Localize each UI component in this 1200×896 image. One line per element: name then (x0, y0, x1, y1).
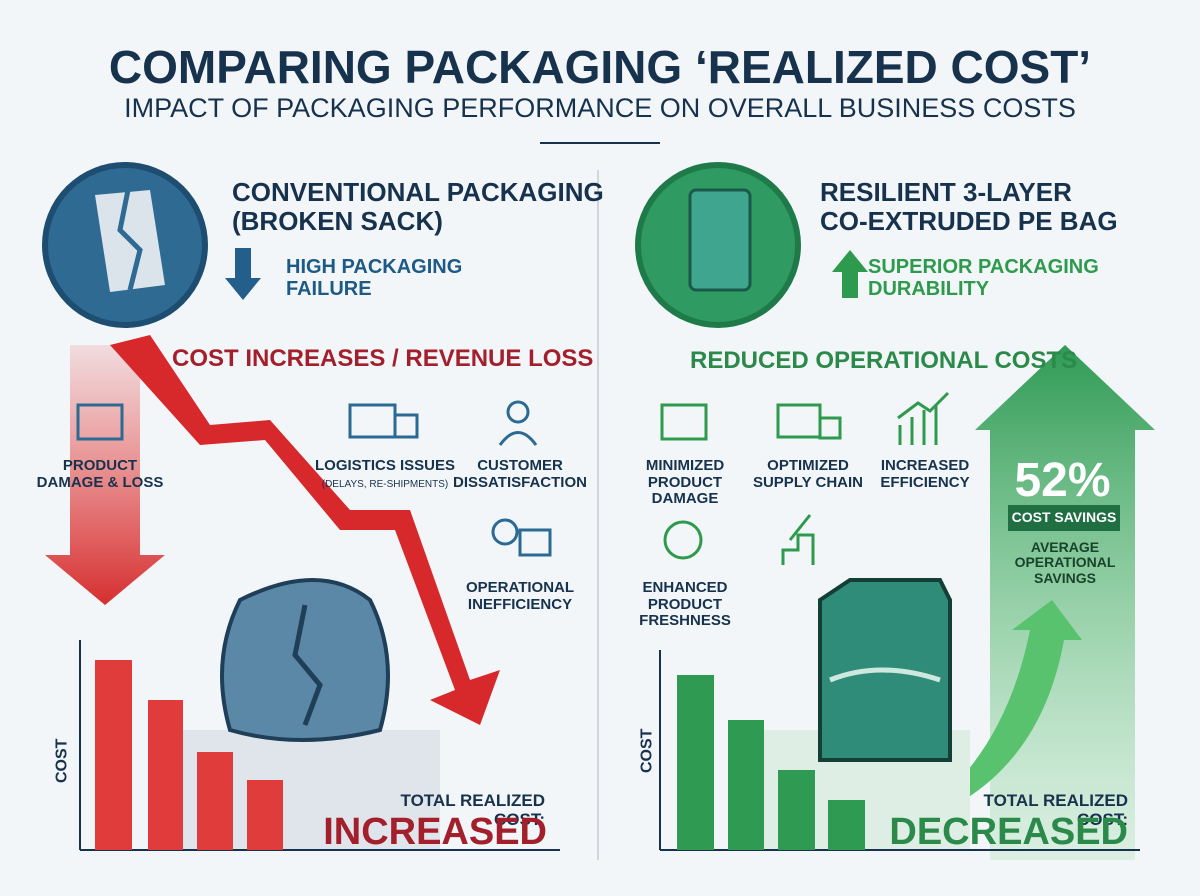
indicator: HIGH PACKAGING FAILURE (286, 256, 462, 300)
heading-line: CONVENTIONAL PACKAGING (232, 177, 604, 207)
item: OPERATIONAL INEFFICIENCY (465, 579, 575, 613)
banner: COST INCREASES / REVENUE LOSS (172, 345, 594, 372)
item: CUSTOMER DISSATISFACTION (453, 457, 587, 491)
item: ENHANCED PRODUCT FRESHNESS (639, 579, 731, 629)
total-value: DECREASED (889, 811, 1128, 853)
indicator: SUPERIOR PACKAGING DURABILITY (868, 256, 1099, 300)
title: COMPARING PACKAGING ‘REALIZED COST’ (108, 41, 1092, 93)
savings-value: 52% (1014, 454, 1111, 507)
heading: RESILIENT 3-LAYER CO-EXTRUDED PE BAG (820, 178, 1118, 235)
item: MINIMIZED PRODUCT DAMAGE (645, 457, 725, 507)
heading: CONVENTIONAL PACKAGING (BROKEN SACK) (232, 178, 604, 235)
item-note: (DELAYS, RE-SHIPMENTS) (321, 478, 449, 490)
item: LOGISTICS ISSUES (DELAYS, RE-SHIPMENTS) (310, 457, 460, 490)
subtitle: IMPACT OF PACKAGING PERFORMANCE ON OVERA… (124, 93, 1076, 123)
heading-line: (BROKEN SACK) (232, 205, 443, 236)
savings-label: COST SAVINGS (1011, 509, 1117, 525)
indicator-line: SUPERIOR PACKAGING (868, 256, 1099, 278)
total-value: INCREASED (323, 811, 547, 853)
item: INCREASED EFFICIENCY (880, 457, 970, 491)
heading-line: CO-EXTRUDED PE BAG (820, 205, 1118, 236)
savings-note: AVERAGE OPERATIONAL SAVINGS (1014, 539, 1116, 586)
indicator-line: HIGH PACKAGING (286, 256, 463, 278)
item: OPTIMIZED SUPPLY CHAIN (752, 457, 864, 491)
indicator-line: FAILURE (286, 278, 372, 300)
indicator-line: DURABILITY (868, 278, 990, 300)
total-label: TOTAL REALIZED COST: (983, 791, 1129, 829)
item-label: LOGISTICS ISSUES (314, 457, 456, 474)
axis-label: COST (53, 738, 71, 784)
axis-label: COST (638, 728, 656, 774)
item: PRODUCT DAMAGE & LOSS (36, 457, 164, 491)
banner: REDUCED OPERATIONAL COSTS (690, 347, 1078, 374)
total-label: TOTAL REALIZED COST: (400, 791, 546, 829)
heading-line: RESILIENT 3-LAYER (820, 177, 1072, 207)
